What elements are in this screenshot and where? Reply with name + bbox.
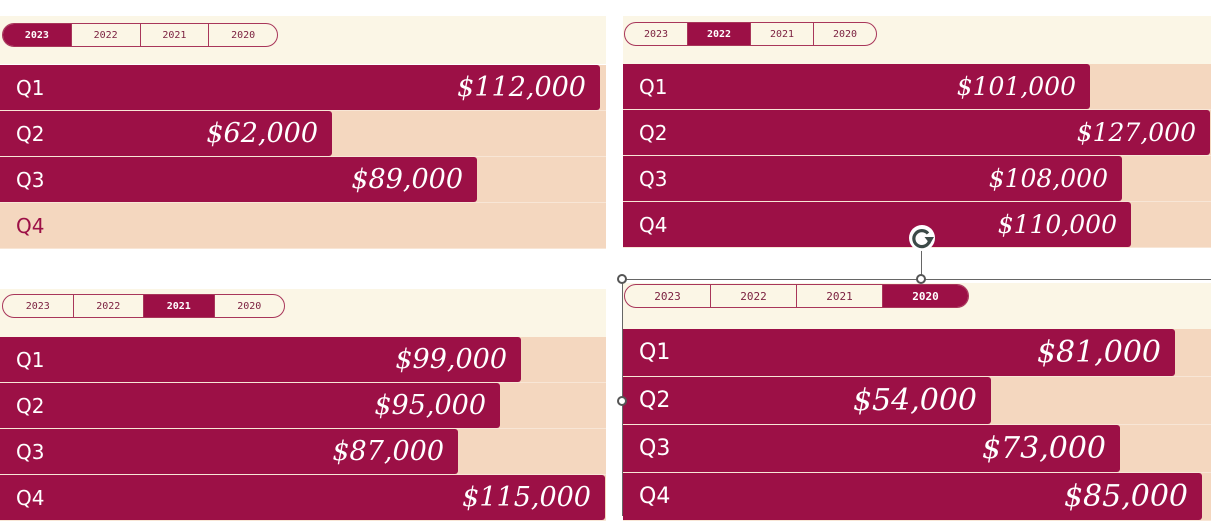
quarter-label: Q2 (639, 120, 668, 145)
chart-panel-2022: 2023 2022 2021 2020 Q1 $101,000 Q2 $127,000 Q3 $1… (623, 16, 1211, 248)
value-label: $115,000 (462, 482, 591, 513)
bar-q3 (623, 156, 1122, 201)
tab-2021[interactable]: 2021 (143, 295, 214, 317)
year-tab-bar: 2023 2022 2021 2020 (623, 16, 1211, 64)
quarter-label: Q1 (16, 75, 45, 100)
quarter-label: Q3 (639, 436, 671, 461)
resize-handle-middle-left[interactable] (617, 396, 627, 406)
tab-2023[interactable]: 2023 (643, 28, 669, 40)
bar-row-q4: Q4 $115,000 (0, 475, 606, 521)
bar-q4 (623, 473, 1202, 520)
bar-rows: Q1 $101,000 Q2 $127,000 Q3 $108,000 Q4 $110,000 (623, 64, 1211, 248)
bar-q2 (623, 377, 991, 424)
bar-q1 (623, 64, 1090, 109)
value-label: $127,000 (1076, 118, 1196, 147)
value-label: $87,000 (332, 436, 444, 467)
value-label: $81,000 (1036, 335, 1161, 370)
value-label: $110,000 (997, 210, 1117, 239)
rotate-handle-icon[interactable] (908, 224, 936, 252)
bar-row-q3: Q3 $89,000 (0, 157, 606, 203)
value-label: $112,000 (457, 72, 586, 103)
bar-q1 (623, 329, 1175, 376)
bar-row-q1: Q1 $99,000 (0, 337, 606, 383)
year-tab-bar: 2023 2022 2021 2020 (0, 16, 606, 64)
value-label: $95,000 (374, 390, 486, 421)
quarter-label: Q2 (16, 121, 45, 146)
quarter-label: Q4 (16, 485, 45, 510)
year-tab-bar: 2023 2022 2021 2020 (0, 289, 606, 337)
bar-q4 (0, 475, 605, 520)
tab-2023[interactable]: 2023 (3, 24, 71, 46)
bar-rows: Q1 $112,000 Q2 $62,000 Q3 $89,000 Q4 (0, 65, 606, 249)
bar-row-q1: Q1 $112,000 (0, 65, 606, 111)
bar-row-q3: Q3 $73,000 (623, 425, 1211, 473)
value-label: $99,000 (395, 344, 507, 375)
bar-q2 (0, 111, 332, 156)
bar-rows: Q1 $99,000 Q2 $95,000 Q3 $87,000 Q4 $115,000 (0, 337, 606, 521)
value-label: $85,000 (1063, 479, 1188, 514)
quarter-label: Q3 (639, 166, 668, 191)
bar-q2 (0, 383, 500, 428)
chart-panel-2021: 2023 2022 2021 2020 Q1 $99,000 Q2 $95,000 Q3 $87,… (0, 289, 606, 521)
value-label: $101,000 (956, 72, 1076, 101)
bar-row-q1: Q1 $81,000 (623, 329, 1211, 377)
quarter-label: Q4 (639, 212, 668, 237)
year-tabs: 2023 2022 2021 2020 (624, 22, 877, 46)
quarter-label: Q1 (639, 340, 671, 365)
resize-handle-top-left[interactable] (617, 274, 627, 284)
year-tabs: 2023 2022 2021 2020 (2, 23, 278, 47)
value-label: $89,000 (351, 164, 463, 195)
tab-2020[interactable]: 2020 (882, 285, 968, 307)
bar-q2 (623, 110, 1210, 155)
year-tabs: 2023 2022 2021 2020 (624, 284, 969, 308)
bar-q1 (0, 65, 600, 110)
bar-row-q2: Q2 $62,000 (0, 111, 606, 157)
value-label: $54,000 (852, 383, 977, 418)
bar-q1 (0, 337, 521, 382)
tab-2022[interactable]: 2022 (70, 24, 140, 46)
quarter-label: Q1 (639, 74, 668, 99)
quarter-label: Q4 (16, 213, 45, 238)
quarter-label: Q2 (16, 393, 45, 418)
tab-2022[interactable]: 2022 (72, 295, 144, 317)
value-label: $108,000 (988, 164, 1108, 193)
bar-q3 (623, 425, 1120, 472)
bar-rows: Q1 $81,000 Q2 $54,000 Q3 $73,000 Q4 $85,000 (623, 329, 1211, 521)
tab-2022[interactable]: 2022 (687, 23, 750, 45)
bar-row-q1: Q1 $101,000 (623, 64, 1211, 110)
tab-2021[interactable]: 2021 (139, 24, 209, 46)
bar-q4 (623, 202, 1131, 247)
quarter-label: Q4 (639, 484, 671, 509)
bar-row-q4: Q4 (0, 203, 606, 249)
tab-2021[interactable]: 2021 (750, 23, 813, 45)
bar-row-q3: Q3 $108,000 (623, 156, 1211, 202)
rotate-stem (921, 246, 922, 279)
tab-2022[interactable]: 2022 (710, 285, 796, 307)
chart-panel-2023: 2023 2022 2021 2020 Q1 $112,000 Q2 $62,000 Q3 $89… (0, 16, 606, 249)
bar-row-q4: Q4 $85,000 (623, 473, 1211, 521)
quarter-label: Q3 (16, 439, 45, 464)
bar-row-q2: Q2 $127,000 (623, 110, 1211, 156)
bar-q3 (0, 429, 458, 474)
quarter-label: Q1 (16, 347, 45, 372)
tab-2023[interactable]: 2023 (25, 300, 50, 312)
tab-2021[interactable]: 2021 (796, 285, 882, 307)
year-tab-bar: 2023 2022 2021 2020 (623, 283, 1211, 329)
resize-handle-top-center[interactable] (916, 274, 926, 284)
year-tabs: 2023 2022 2021 2020 (2, 294, 285, 318)
quarter-label: Q3 (16, 167, 45, 192)
tab-2020[interactable]: 2020 (813, 23, 876, 45)
value-label: $62,000 (206, 118, 318, 149)
value-label: $73,000 (981, 431, 1106, 466)
tab-2023[interactable]: 2023 (654, 289, 681, 303)
quarter-label: Q2 (639, 388, 671, 413)
bar-q3 (0, 157, 477, 202)
chart-panel-2020[interactable]: 2023 2022 2021 2020 Q1 $81,000 Q2 $54,000 Q3 $73,… (623, 283, 1211, 521)
bar-row-q3: Q3 $87,000 (0, 429, 606, 475)
tab-2020[interactable]: 2020 (213, 295, 285, 317)
bar-row-q2: Q2 $54,000 (623, 377, 1211, 425)
tab-2020[interactable]: 2020 (208, 24, 277, 46)
bar-row-q2: Q2 $95,000 (0, 383, 606, 429)
